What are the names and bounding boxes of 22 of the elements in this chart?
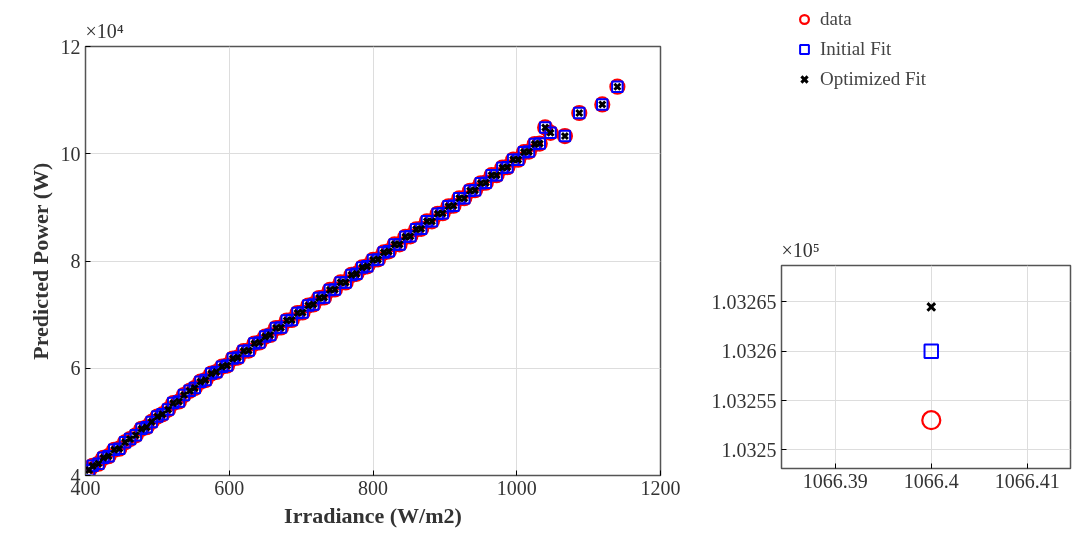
legend-label: data bbox=[820, 8, 852, 30]
text: ×10⁴ bbox=[85, 19, 124, 42]
x-tick-label: 600 bbox=[214, 476, 245, 499]
x-tick-label: 1000 bbox=[496, 476, 537, 499]
y-axis-title: Predicted Power (W) bbox=[27, 162, 53, 360]
x-tick-label: 1066.41 bbox=[994, 469, 1060, 492]
y-tick-label: 1.0325 bbox=[721, 438, 777, 461]
y-tick-label: 10 bbox=[60, 142, 81, 165]
legend-label: Optimized Fit bbox=[820, 68, 927, 90]
y-tick-label: 6 bbox=[70, 357, 81, 380]
x-axis-title: Irradiance (W/m2) bbox=[284, 502, 462, 528]
x-tick-label: 800 bbox=[358, 476, 388, 499]
legend-label: Initial Fit bbox=[820, 38, 892, 60]
x-tick-label: 1066.39 bbox=[802, 469, 868, 492]
x-tick-label: 1066.4 bbox=[903, 469, 959, 492]
y-tick-label: 8 bbox=[70, 250, 81, 272]
text: ×10⁵ bbox=[781, 238, 820, 261]
y-tick-label: 12 bbox=[60, 35, 81, 58]
x-tick-label: 1200 bbox=[640, 476, 681, 499]
y-tick-label: 1.03265 bbox=[711, 290, 777, 313]
y-tick-label: 1.0326 bbox=[721, 340, 777, 363]
y-tick-label: 1.03255 bbox=[711, 389, 777, 412]
